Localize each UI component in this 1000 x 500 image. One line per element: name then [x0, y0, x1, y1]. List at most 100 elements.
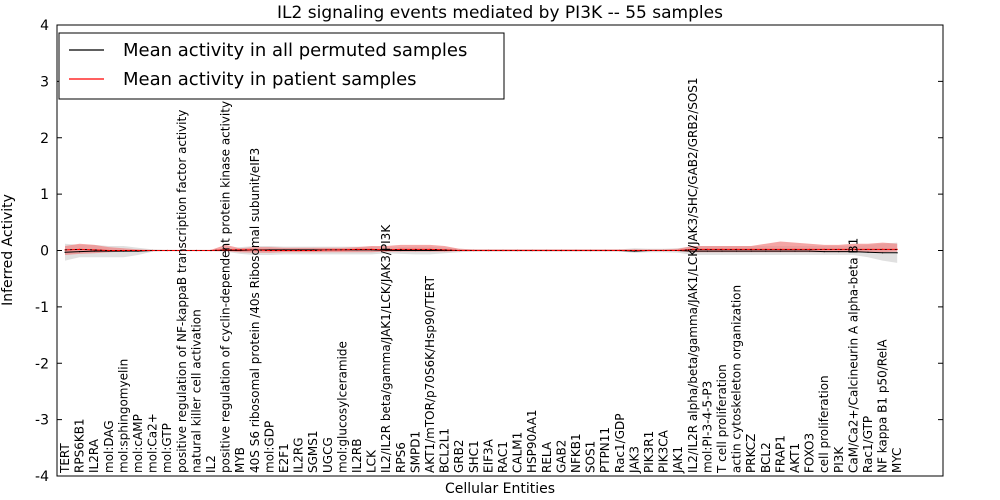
y-tick-label: 4 — [40, 18, 49, 34]
data-point — [268, 249, 270, 252]
data-point — [882, 248, 884, 250]
data-point — [765, 250, 767, 252]
category-label: IL2 — [204, 455, 218, 473]
category-label: GRB2 — [452, 439, 466, 473]
y-tick-label: 0 — [40, 244, 49, 260]
chart-title: IL2 signaling events mediated by PI3K --… — [277, 3, 723, 23]
category-label: Rac1/GTP — [861, 416, 875, 473]
category-label: IL2/IL2R alpha/beta/gamma/JAK1/LCK/JAK3/… — [686, 77, 700, 473]
category-label: IL2/IL2R beta/gamma/JAK1/LCK/JAK3/PI3K — [379, 224, 393, 473]
data-point — [487, 249, 489, 252]
data-point — [663, 249, 665, 252]
y-tick-label: 3 — [40, 74, 49, 90]
series-dash-overlay — [64, 248, 898, 251]
category-label: RAC1 — [496, 441, 510, 473]
data-point — [79, 251, 81, 253]
data-point — [882, 252, 884, 254]
category-label: BCL2 — [759, 442, 773, 473]
category-label: PRKCZ — [744, 434, 758, 473]
data-point — [502, 249, 504, 252]
data-point — [429, 249, 431, 252]
category-label: PI3K — [832, 446, 846, 473]
data-point — [108, 249, 110, 252]
data-point — [400, 249, 402, 252]
y-tick-label: -3 — [35, 413, 49, 429]
x-axis-label: Cellular Entities — [445, 481, 555, 497]
data-point — [750, 250, 752, 252]
data-point — [867, 251, 869, 253]
category-label: mol:Ca2+ — [146, 413, 160, 473]
data-point — [838, 251, 840, 253]
data-point — [736, 250, 738, 252]
category-label: LCK — [365, 449, 379, 473]
category-label: IL2RA — [87, 438, 101, 473]
category-label: positive regulation of cyclin-dependent … — [219, 101, 233, 473]
category-label: AKT1/mTOR/p70S6K/Hsp90/TERT — [423, 275, 437, 473]
category-label: IL2RB — [350, 439, 364, 473]
category-label: CALM1 — [511, 432, 525, 473]
plot-frame — [56, 24, 944, 477]
category-label: MYC — [890, 448, 904, 473]
category-label: IL2RG — [292, 438, 306, 474]
category-label: SMPD1 — [408, 431, 422, 473]
category-label: mol:sphingomyelin — [116, 359, 130, 473]
category-label: MYB — [233, 447, 247, 473]
category-label: SGMS1 — [306, 430, 320, 473]
data-point — [896, 248, 898, 250]
data-point — [531, 249, 533, 252]
category-label: CaM/Ca2+/Calcineurin A alpha-beta B1 — [846, 238, 860, 473]
data-point — [794, 250, 796, 252]
legend-label-permuted: Mean activity in all permuted samples — [123, 40, 467, 61]
category-label: natural killer cell activation — [189, 309, 203, 473]
y-tick-label: 2 — [40, 131, 49, 147]
confidence-bands — [65, 241, 898, 263]
band-patient — [65, 241, 898, 255]
legend-box — [58, 32, 505, 100]
category-label: mol:PI-3-4-5-P3 — [700, 381, 714, 473]
y-tick-label: 1 — [40, 187, 49, 203]
data-point — [779, 250, 782, 252]
category-label: FRAP1 — [773, 435, 787, 473]
patient-line-dotted — [64, 248, 898, 251]
data-point — [152, 249, 154, 252]
data-point — [93, 249, 95, 251]
data-point — [852, 248, 855, 250]
category-label: BCL2L1 — [438, 428, 452, 473]
data-point — [79, 248, 81, 250]
category-label: PTPN11 — [598, 427, 612, 473]
data-point — [341, 249, 343, 251]
data-point — [64, 251, 66, 253]
category-label: mol:GTP — [160, 423, 174, 473]
legend-label-patient: Mean activity in patient samples — [123, 69, 417, 90]
category-label: NF kappa B1 p50/RelA — [876, 339, 890, 473]
category-label: positive regulation of NF-kappaB transcr… — [175, 110, 189, 473]
data-point — [721, 250, 723, 252]
data-point — [706, 248, 709, 250]
y-tick-label: -2 — [35, 356, 49, 372]
category-label: SHC1 — [467, 440, 481, 473]
data-point — [838, 248, 840, 250]
category-label: JAK3 — [627, 446, 641, 474]
category-label: GAB2 — [554, 440, 568, 473]
data-point — [633, 249, 636, 252]
data-point — [706, 250, 709, 252]
y-tick-label: -1 — [35, 300, 49, 316]
data-point — [648, 249, 650, 252]
data-point — [414, 249, 416, 252]
data-point — [122, 249, 124, 252]
category-label: RPS6KB1 — [73, 418, 87, 473]
category-label: UGCG — [321, 437, 335, 473]
category-label: RPS6 — [394, 442, 408, 473]
x-axis-labels: TERT RPS6KB1 IL2RA mol:DAG mol:sphingomyelin… — [58, 77, 904, 474]
category-label: E2F1 — [277, 443, 291, 473]
data-point — [458, 249, 460, 252]
legend: Mean activity in all permuted samples Me… — [58, 32, 505, 100]
category-label: TERT — [58, 443, 72, 474]
category-label: mol:GDP — [262, 421, 276, 473]
category-label: FOXO3 — [803, 433, 817, 473]
category-label: RELA — [540, 441, 554, 473]
data-point — [677, 249, 679, 252]
data-point — [473, 249, 475, 252]
data-point — [283, 249, 285, 252]
